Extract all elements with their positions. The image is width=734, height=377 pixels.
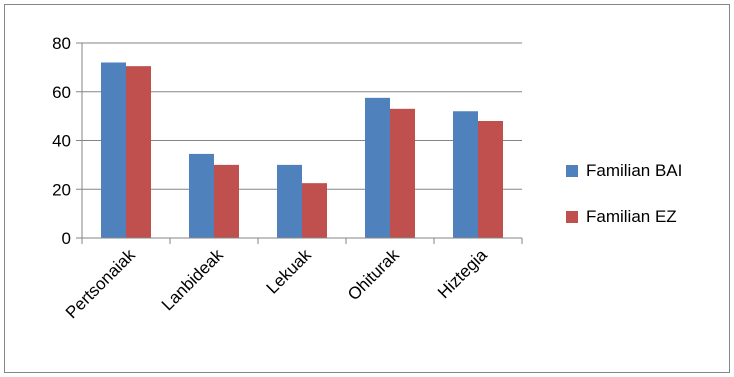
legend-swatch-familian-ez xyxy=(566,211,578,223)
bars xyxy=(101,62,503,238)
x-category-label: Lekuak xyxy=(263,245,316,298)
y-tick-label: 80 xyxy=(52,34,71,53)
axes xyxy=(81,43,523,244)
y-tick-label: 60 xyxy=(52,83,71,102)
x-category-label: Lanbideak xyxy=(158,245,227,314)
bar-familian-bai-ohiturak xyxy=(365,97,390,238)
bar-familian-ez-ohiturak xyxy=(390,108,415,238)
legend-label: Familian EZ xyxy=(586,207,677,226)
bar-familian-bai-lanbideak xyxy=(189,153,214,238)
x-category-label: Hiztegia xyxy=(434,245,491,302)
bar-familian-ez-lanbideak xyxy=(214,164,239,238)
y-tick-label: 0 xyxy=(62,229,71,248)
legend: Familian BAI Familian EZ xyxy=(566,161,682,226)
bar-familian-bai-hiztegia xyxy=(453,111,478,238)
bar-familian-ez-pertsonaiak xyxy=(126,66,151,238)
legend-swatch-familian-bai xyxy=(566,165,578,177)
bar-familian-ez-lekuak xyxy=(302,183,327,238)
x-category-label: Ohiturak xyxy=(344,245,403,304)
y-tick-label: 20 xyxy=(52,180,71,199)
x-axis-category-labels: Pertsonaiak Lanbideak Lekuak Ohiturak Hizteg… xyxy=(62,245,491,322)
x-category-label: Pertsonaiak xyxy=(62,245,139,322)
bar-familian-bai-pertsonaiak xyxy=(101,62,126,238)
bar-familian-bai-lekuak xyxy=(277,164,302,238)
legend-label: Familian BAI xyxy=(586,161,682,180)
bar-familian-ez-hiztegia xyxy=(478,121,503,238)
y-tick-label: 40 xyxy=(52,132,71,151)
gridlines xyxy=(76,42,522,239)
y-axis-tick-labels: 0 20 40 60 80 xyxy=(52,34,71,248)
